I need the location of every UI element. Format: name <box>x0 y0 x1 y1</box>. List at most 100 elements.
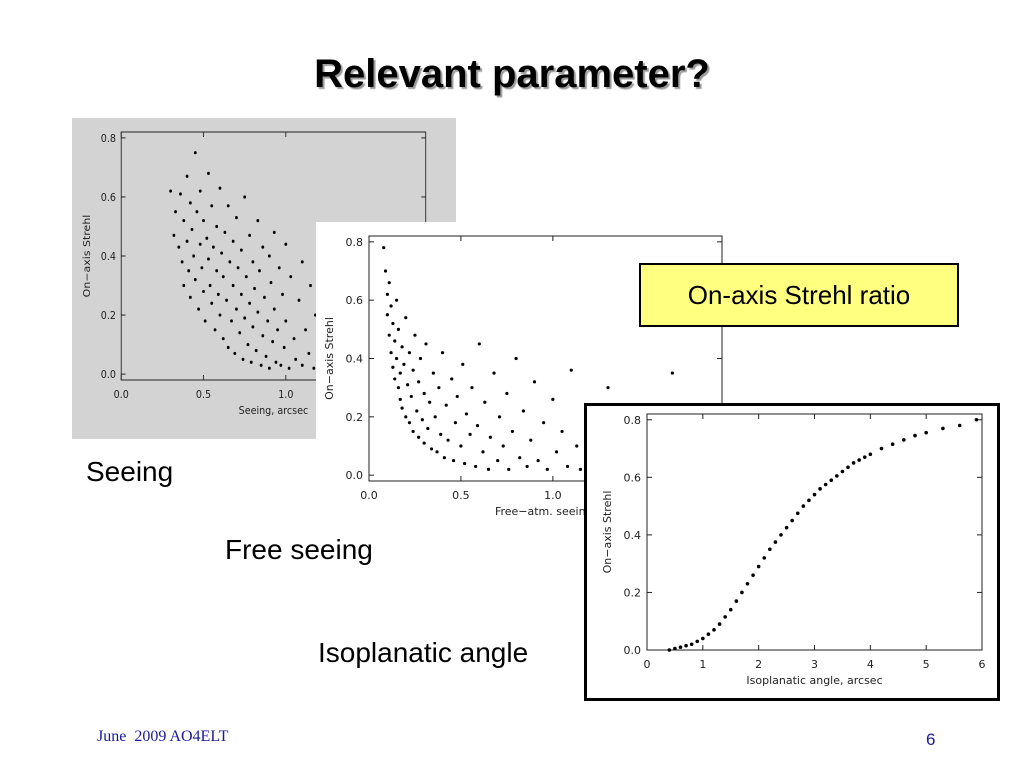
y-axis-label: On−axis Strehl <box>82 215 93 298</box>
data-point <box>387 281 391 285</box>
y-tick-label: 0.0 <box>624 644 642 657</box>
data-point <box>406 383 410 387</box>
data-point <box>233 351 237 356</box>
data-point <box>398 397 402 401</box>
data-point <box>383 269 388 273</box>
data-point <box>238 331 242 335</box>
data-point <box>851 461 856 465</box>
data-point <box>545 467 549 471</box>
data-point <box>225 298 228 302</box>
data-point <box>272 307 276 311</box>
data-point <box>287 366 291 370</box>
data-point <box>667 648 672 652</box>
data-point <box>483 400 487 404</box>
data-point <box>210 204 214 208</box>
data-point <box>231 283 235 288</box>
data-point <box>404 415 408 419</box>
data-point <box>411 368 415 372</box>
data-point <box>481 450 485 454</box>
data-point <box>807 498 811 503</box>
data-point <box>226 345 230 350</box>
data-point <box>203 319 207 323</box>
data-point <box>422 391 426 396</box>
y-tick-label: 0.2 <box>346 411 364 424</box>
data-point <box>409 394 413 399</box>
data-point <box>407 421 412 425</box>
y-tick-label: 0.2 <box>101 309 116 322</box>
data-point <box>442 456 446 460</box>
data-point <box>706 632 711 636</box>
data-point <box>857 458 861 462</box>
data-point <box>440 351 445 355</box>
data-point <box>297 298 301 302</box>
data-point <box>195 210 199 214</box>
data-point <box>510 429 515 434</box>
data-point <box>200 266 204 270</box>
data-point <box>182 218 186 223</box>
data-point <box>300 260 304 264</box>
data-point <box>862 455 867 459</box>
x-tick-label: 1 <box>699 658 706 671</box>
x-tick-label: 0.5 <box>452 489 470 502</box>
data-point <box>417 380 421 384</box>
data-point <box>228 260 232 264</box>
data-point <box>398 371 402 375</box>
strehl-ratio-callout: On-axis Strehl ratio <box>639 263 959 327</box>
data-point <box>226 204 230 208</box>
data-point <box>578 467 583 471</box>
data-point <box>300 363 304 367</box>
data-point <box>264 354 268 358</box>
data-point <box>197 307 200 311</box>
data-point <box>433 415 437 419</box>
data-point <box>497 415 502 419</box>
data-point <box>514 356 518 361</box>
data-point <box>267 254 271 258</box>
data-point <box>431 371 435 375</box>
data-point <box>215 269 219 273</box>
data-point <box>941 426 945 431</box>
data-point <box>243 195 247 199</box>
slide-title: Relevant parameter? <box>314 52 710 96</box>
data-point <box>193 151 197 155</box>
data-point <box>289 275 293 279</box>
data-point <box>670 371 674 375</box>
data-point <box>180 260 184 264</box>
data-point <box>451 458 456 463</box>
data-point <box>496 458 500 463</box>
data-point <box>393 339 397 343</box>
data-point <box>198 189 202 193</box>
page-number: 6 <box>926 730 936 749</box>
data-point <box>207 171 210 175</box>
y-tick-label: 0.6 <box>101 191 116 204</box>
data-point <box>529 438 533 442</box>
data-point <box>205 236 209 240</box>
data-point <box>488 435 492 439</box>
data-point <box>420 418 424 422</box>
data-point <box>221 275 225 279</box>
data-point <box>439 432 443 436</box>
data-point <box>243 316 247 320</box>
data-point <box>258 269 261 273</box>
data-point <box>565 464 570 469</box>
data-point <box>400 345 404 349</box>
data-point <box>835 474 839 478</box>
data-point <box>446 438 450 442</box>
data-point <box>532 380 537 384</box>
data-point <box>394 356 399 361</box>
data-point <box>239 292 243 296</box>
x-tick-label: 1.0 <box>278 388 293 401</box>
data-point <box>461 362 465 366</box>
data-point <box>307 351 311 356</box>
data-point <box>464 412 469 416</box>
data-point <box>241 357 245 361</box>
data-point <box>521 409 526 413</box>
data-point <box>468 432 472 436</box>
y-tick-label: 0.6 <box>346 294 364 307</box>
data-point <box>221 337 225 341</box>
y-axis-label: On−axis Strehl <box>601 491 614 574</box>
data-point <box>712 628 716 632</box>
data-point <box>267 366 271 370</box>
data-point <box>779 533 783 537</box>
x-axis-label: Seeing, arcsec <box>239 404 309 417</box>
data-point <box>246 342 250 347</box>
